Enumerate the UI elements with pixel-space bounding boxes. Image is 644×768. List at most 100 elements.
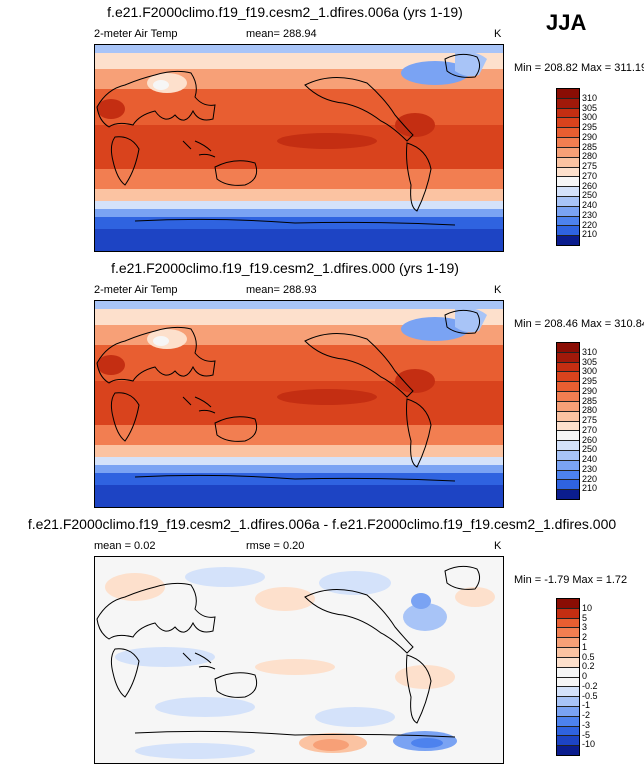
colorbar-tick-label: 285: [582, 395, 598, 406]
panel2-colorbar-swatch: [557, 431, 579, 442]
colorbar-tick-label: 250: [582, 190, 598, 201]
panel3-colorbar: [556, 598, 580, 756]
colorbar-tick-label: 230: [582, 463, 598, 474]
panel1-colorbar-swatch: [557, 196, 579, 207]
panel2-title: f.e21.F2000climo.f19_f19.cesm2_1.dfires.…: [111, 260, 459, 276]
panel3-colorbar-swatch: [557, 677, 579, 688]
panel2-colorbar-swatch: [557, 392, 579, 402]
panel3-colorbar-swatch: [557, 716, 579, 727]
panel2-units: K: [494, 284, 502, 296]
panel1-colorbar-swatch: [557, 108, 579, 119]
panel2-variable: 2-meter Air Temp: [94, 284, 178, 296]
panel2-colorbar-swatch: [557, 490, 579, 499]
panel1-colorbar-labels: 310 305 300 295 290 285 280 275 270 260 …: [582, 88, 622, 244]
panel2-colorbar-swatch: [557, 470, 579, 481]
panel2-colorbar-swatch: [557, 441, 579, 451]
panel1-colorbar-swatch: [557, 118, 579, 129]
colorbar-tick-label: 210: [582, 229, 598, 240]
colorbar-tick-label: 220: [582, 473, 598, 484]
panel3-colorbar-swatch: [557, 618, 579, 629]
panel3-mean: mean = 0.02: [94, 540, 156, 552]
panel3-colorbar-swatch: [557, 706, 579, 717]
panel1-colorbar-swatch: [557, 187, 579, 197]
colorbar-tick-label: 295: [582, 376, 598, 386]
colorbar-tick-label: 310: [582, 346, 598, 357]
colorbar-tick-label: 280: [582, 405, 598, 416]
panel1-map: [94, 44, 504, 252]
colorbar-tick-label: 2: [582, 632, 588, 642]
colorbar-tick-label: 0: [582, 671, 588, 681]
panel3-colorbar-labels: 10 5 3 2 1 0.5 0.2 0 -0.2 -0.5 -1 -2 -3 …: [582, 598, 622, 754]
colorbar-tick-label: 260: [582, 434, 598, 445]
panel3-colorbar-swatch: [557, 599, 579, 609]
panel1-map-svg: [95, 45, 503, 251]
colorbar-tick-label: 305: [582, 356, 598, 367]
panel1-colorbar-swatch: [557, 236, 579, 245]
panel2-colorbar-swatch: [557, 460, 579, 471]
colorbar-tick-label: 240: [582, 200, 598, 210]
panel1-colorbar-swatch: [557, 89, 579, 99]
colorbar-tick-label: -0.5: [582, 690, 598, 701]
panel2-colorbar-labels: 310 305 300 295 290 285 280 275 270 260 …: [582, 342, 622, 498]
colorbar-tick-label: 275: [582, 415, 598, 425]
colorbar-tick-label: 10: [582, 602, 593, 613]
colorbar-tick-label: -1: [582, 700, 591, 711]
colorbar-tick-label: 3: [582, 622, 588, 633]
panel1-colorbar-swatch: [557, 157, 579, 168]
panel1-variable: 2-meter Air Temp: [94, 28, 178, 40]
panel3-colorbar-swatch: [557, 657, 579, 668]
colorbar-tick-label: 310: [582, 92, 598, 103]
panel3-colorbar-swatch: [557, 648, 579, 658]
panel1-colorbar-swatch: [557, 226, 579, 237]
panel3-minmax: Min = -1.79 Max = 1.72: [514, 574, 628, 586]
panel2-colorbar: [556, 342, 580, 500]
panel2-colorbar-swatch: [557, 362, 579, 373]
colorbar-tick-label: 285: [582, 141, 598, 152]
colorbar-tick-label: -2: [582, 710, 591, 720]
colorbar-tick-label: 275: [582, 161, 598, 171]
panel2-colorbar-swatch: [557, 401, 579, 412]
colorbar-tick-label: 295: [582, 122, 598, 132]
panel3-map-svg: [95, 557, 503, 763]
panel2-colorbar-swatch: [557, 411, 579, 422]
panel1-colorbar-swatch: [557, 167, 579, 178]
panel3-rmse: rmse = 0.20: [246, 540, 305, 552]
colorbar-tick-label: -5: [582, 729, 591, 740]
colorbar-tick-label: 290: [582, 385, 598, 396]
panel1-units: K: [494, 28, 502, 40]
panel3-colorbar-swatch: [557, 687, 579, 698]
colorbar-tick-label: 220: [582, 219, 598, 230]
panel3-colorbar-swatch: [557, 638, 579, 649]
panel1-colorbar-swatch: [557, 138, 579, 148]
colorbar-tick-label: 300: [582, 366, 598, 377]
panel2-colorbar-swatch: [557, 421, 579, 432]
panel1-colorbar: [556, 88, 580, 246]
colorbar-tick-label: 210: [582, 483, 598, 494]
panel3-colorbar-swatch: [557, 726, 579, 737]
colorbar-tick-label: 300: [582, 112, 598, 123]
panel3-map: [94, 556, 504, 764]
panel1-colorbar-swatch: [557, 206, 579, 217]
panel2-map: [94, 300, 504, 508]
colorbar-tick-label: 230: [582, 209, 598, 220]
colorbar-tick-label: 250: [582, 444, 598, 455]
panel1-title: f.e21.F2000climo.f19_f19.cesm2_1.dfires.…: [107, 4, 463, 20]
panel3-colorbar-swatch: [557, 608, 579, 619]
panel2-mean: mean= 288.93: [246, 284, 317, 296]
panel2-minmax: Min = 208.46 Max = 310.84: [514, 318, 644, 330]
colorbar-tick-label: 0.5: [582, 651, 595, 662]
panel1-colorbar-swatch: [557, 216, 579, 227]
panel1-colorbar-swatch: [557, 147, 579, 158]
panel3-units: K: [494, 540, 502, 552]
panel2-colorbar-swatch: [557, 352, 579, 363]
colorbar-tick-label: 270: [582, 170, 598, 181]
colorbar-tick-label: 240: [582, 454, 598, 464]
panel2-colorbar-swatch: [557, 382, 579, 393]
colorbar-tick-label: 270: [582, 424, 598, 435]
panel1-colorbar-swatch: [557, 177, 579, 188]
panel2-map-svg: [95, 301, 503, 507]
panel3-colorbar-swatch: [557, 746, 579, 755]
panel3-colorbar-swatch: [557, 697, 579, 707]
colorbar-tick-label: 305: [582, 102, 598, 113]
panel2-colorbar-swatch: [557, 343, 579, 353]
